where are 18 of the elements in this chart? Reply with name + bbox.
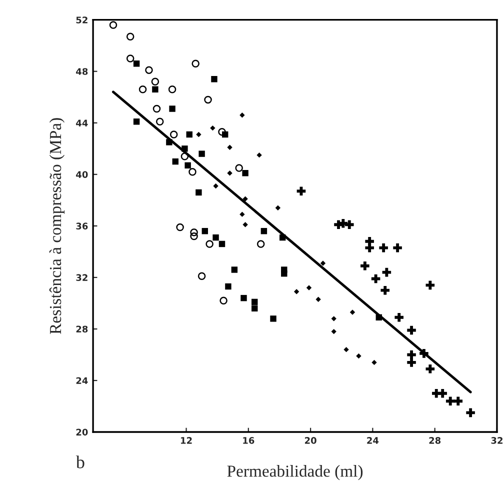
x-tick-label: 24 [367, 437, 379, 444]
y-tick-label: 44 [76, 120, 88, 126]
y-tick-label: 52 [76, 16, 88, 24]
text: b [76, 456, 84, 468]
y-tick-label: 32 [76, 274, 88, 282]
x-axis-title: Permeabilidade (ml) [227, 465, 363, 480]
y-tick-label: 48 [76, 68, 88, 75]
y-tick-label: 28 [76, 326, 88, 333]
y-tick-label: 20 [76, 428, 88, 436]
y-tick-label: 24 [76, 377, 88, 384]
x-tick-label: 32 [491, 437, 502, 444]
x-tick-label: 12 [181, 437, 192, 444]
y-tick-label: 40 [76, 171, 88, 178]
y-axis-title: Resistência à compressão (MPa) [49, 118, 65, 334]
x-tick-label: 16 [243, 437, 254, 444]
x-tick-label: 28 [429, 437, 441, 444]
x-tick-label: 20 [304, 437, 316, 444]
y-tick-label: 36 [76, 222, 88, 230]
